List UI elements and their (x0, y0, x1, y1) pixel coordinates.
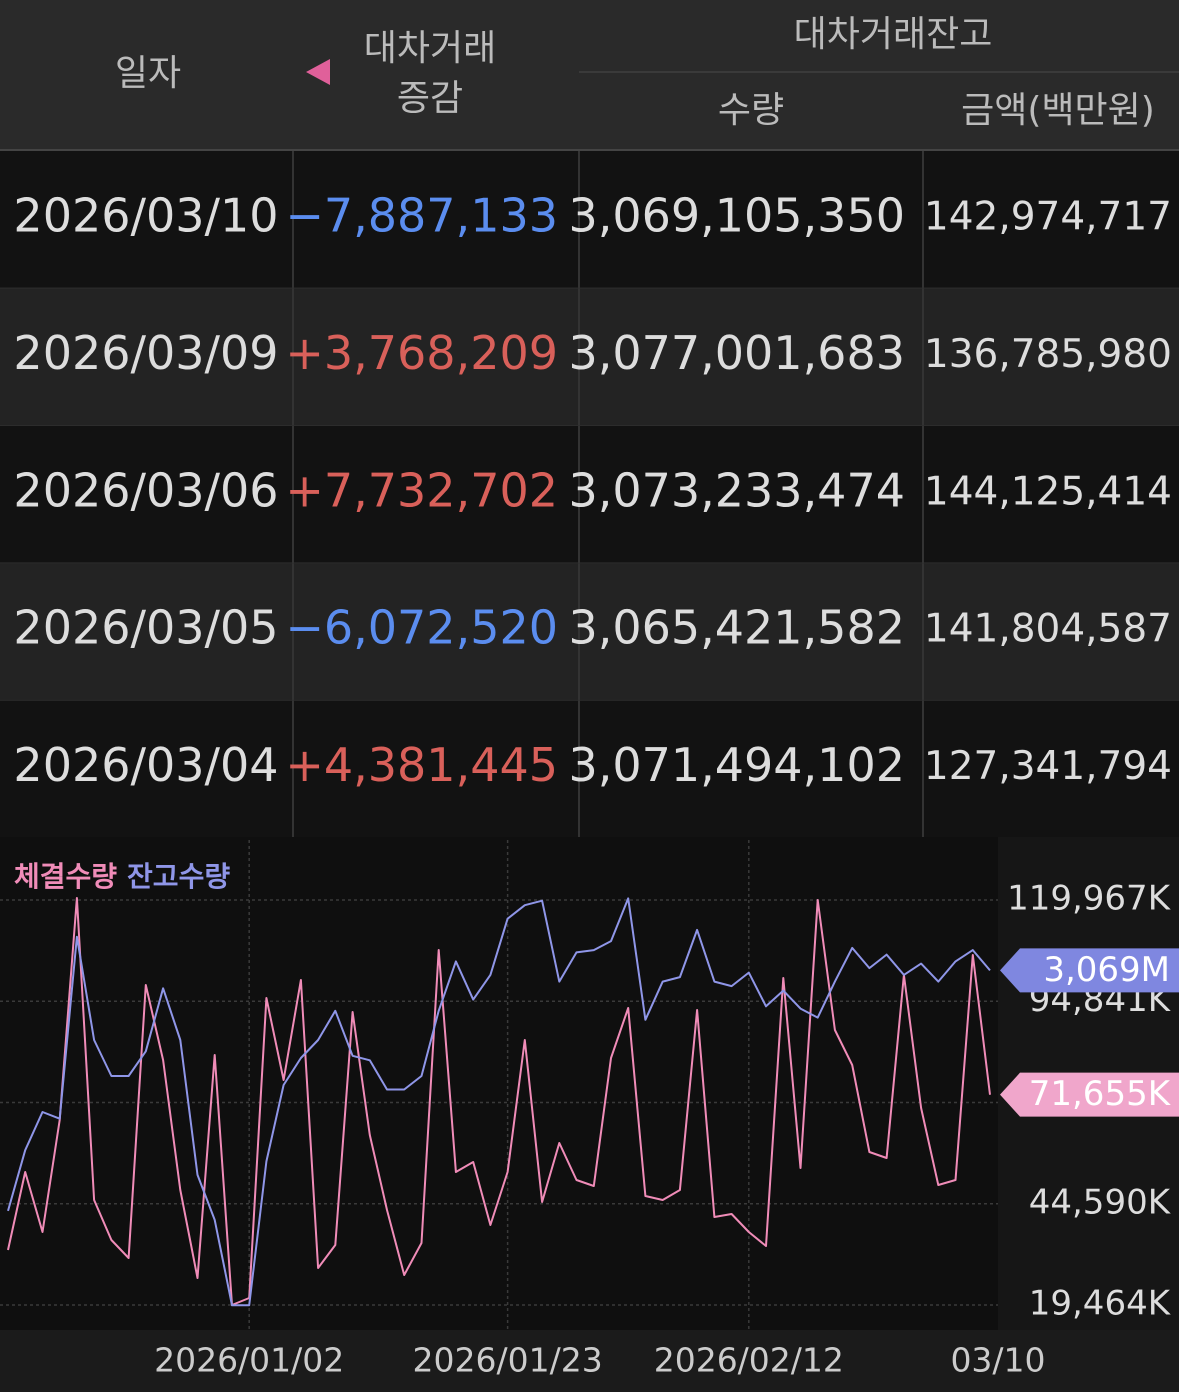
table-header-bg (0, 0, 1179, 150)
x-tick-label: 03/10 (950, 1341, 1045, 1380)
amount-cell: 127,341,794 (924, 744, 1172, 789)
date-cell: 2026/03/10 (13, 189, 278, 243)
change-cell: +4,381,445 (285, 738, 558, 792)
quantity-cell: 3,073,233,474 (568, 463, 905, 517)
table-row[interactable] (0, 151, 1179, 289)
sort-arrow[interactable] (306, 59, 330, 85)
amount-cell: 141,804,587 (924, 607, 1172, 652)
change-cell: +3,768,209 (285, 326, 558, 380)
header-date: 일자 (115, 53, 181, 94)
amount-cell: 136,785,980 (924, 332, 1172, 377)
x-tick-label: 2026/01/23 (413, 1341, 603, 1380)
series-line (7, 897, 991, 1307)
header-change: 증감 (397, 78, 463, 119)
table-body: 2026/03/10 −7,887,133 3,069,105,350 142,974… (0, 151, 1179, 839)
amount-cell: 144,125,414 (924, 469, 1172, 514)
value-badge (1000, 1072, 1179, 1117)
value-badge-label: 71,655K (1029, 1074, 1172, 1114)
change-cell: −6,072,520 (285, 601, 558, 655)
quantity-cell: 3,071,494,102 (568, 738, 905, 792)
chart: 2026/01/02 2026/01/23 2026/02/12 03/10 19,46… (0, 840, 1179, 1380)
header-change: 대차거래 (364, 28, 496, 69)
quantity-cell: 3,065,421,582 (568, 601, 905, 655)
value-badge-label: 3,069M (1043, 950, 1170, 990)
value-badge (1000, 948, 1179, 993)
series-line (7, 897, 991, 1306)
date-cell: 2026/03/04 (13, 738, 278, 792)
table-row[interactable] (0, 425, 1179, 564)
x-tick-label: 2026/02/12 (654, 1341, 844, 1380)
change-cell: +7,732,702 (285, 463, 558, 517)
header-amount: 금액(백만원) (961, 90, 1155, 131)
date-cell: 2026/03/05 (13, 601, 278, 655)
y-tick-label: 19,464K (1029, 1283, 1172, 1323)
x-axis-bg (0, 1330, 1179, 1392)
x-tick-label: 2026/01/02 (154, 1341, 344, 1380)
legend-entry[interactable]: 잔고수량 (127, 860, 230, 893)
y-tick-label: 44,590K (1029, 1182, 1172, 1222)
date-cell: 2026/03/06 (13, 463, 278, 517)
quantity-cell: 3,077,001,683 (568, 326, 905, 380)
table-row[interactable] (0, 288, 1179, 426)
quantity-cell: 3,069,105,350 (568, 189, 905, 243)
y-tick-label: 119,967K (1007, 879, 1172, 919)
plot-bg (0, 837, 998, 1330)
amount-cell: 142,974,717 (924, 195, 1172, 240)
change-cell: −7,887,133 (285, 189, 558, 243)
legend-entry[interactable]: 체결수량 (14, 860, 117, 893)
header-quantity: 수량 (718, 90, 784, 131)
header-balance: 대차거래잔고 (794, 14, 993, 55)
table-row[interactable] (0, 563, 1179, 701)
table-row[interactable] (0, 700, 1179, 838)
date-cell: 2026/03/09 (13, 326, 278, 380)
